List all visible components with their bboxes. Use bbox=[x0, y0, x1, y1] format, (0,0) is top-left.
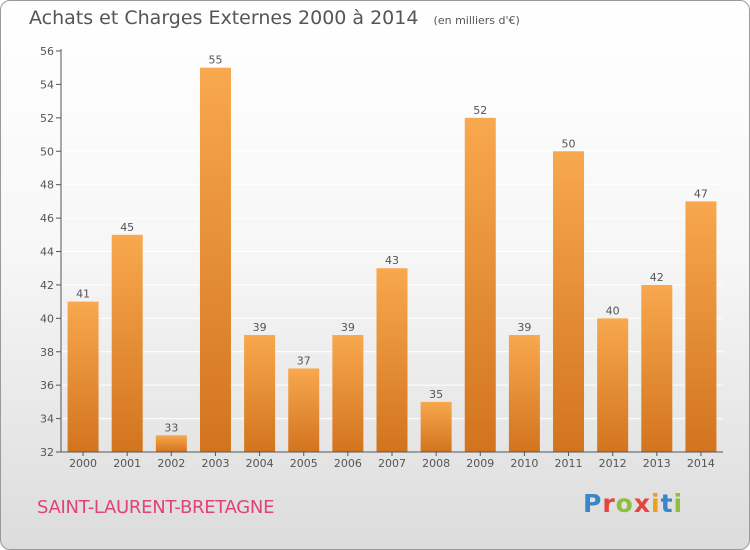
bar-2007 bbox=[376, 268, 408, 452]
x-tick-label: 2000 bbox=[69, 457, 97, 470]
logo-letter: P bbox=[583, 489, 603, 518]
bar-2014 bbox=[685, 201, 717, 452]
y-tick-label: 54 bbox=[40, 78, 54, 91]
bar-2000 bbox=[67, 301, 99, 452]
bar-2001 bbox=[111, 234, 143, 452]
logo-letter: t bbox=[660, 489, 674, 518]
value-labels: 41 45 33 55 39 37 39 43 35 52 39 50 40 42 47 bbox=[76, 54, 708, 435]
value-label-2012: 40 bbox=[606, 304, 620, 317]
y-tick-label: 42 bbox=[40, 279, 54, 292]
value-label-2003: 55 bbox=[208, 54, 222, 67]
bar-2010 bbox=[508, 335, 540, 452]
place-name: SAINT-LAURENT-BRETAGNE bbox=[37, 497, 275, 518]
value-label-2004: 39 bbox=[253, 321, 267, 334]
y-tick-label: 56 bbox=[40, 45, 54, 58]
x-tick-label: 2012 bbox=[599, 457, 627, 470]
y-tick-label: 34 bbox=[40, 413, 54, 426]
bar-2006 bbox=[332, 335, 364, 452]
x-tick-label: 2002 bbox=[157, 457, 185, 470]
bar-2003 bbox=[199, 67, 231, 452]
y-tick-label: 40 bbox=[40, 312, 54, 325]
logo-letter: x bbox=[633, 489, 651, 518]
chart-title: Achats et Charges Externes 2000 à 2014 bbox=[29, 7, 419, 29]
y-tick-label: 46 bbox=[40, 212, 54, 225]
x-tick-label: 2010 bbox=[510, 457, 538, 470]
x-tick-label: 2005 bbox=[290, 457, 318, 470]
y-tick-label: 36 bbox=[40, 379, 54, 392]
logo-letter: o bbox=[615, 489, 634, 518]
logo-letter: i bbox=[673, 489, 684, 518]
x-tick-label: 2006 bbox=[334, 457, 362, 470]
bar-2005 bbox=[288, 368, 320, 452]
x-tick-label: 2013 bbox=[643, 457, 671, 470]
value-label-2010: 39 bbox=[517, 321, 531, 334]
axes: 32 34 36 38 40 42 44 46 48 50 52 54 56 2000 2001 2002 20… bbox=[40, 45, 723, 470]
value-label-2006: 39 bbox=[341, 321, 355, 334]
value-label-2011: 50 bbox=[562, 137, 576, 150]
x-tick-label: 2011 bbox=[555, 457, 583, 470]
bars bbox=[67, 67, 717, 452]
title-row: Achats et Charges Externes 2000 à 2014 (… bbox=[29, 7, 520, 29]
x-tick-label: 2014 bbox=[687, 457, 715, 470]
bar-2011 bbox=[553, 151, 585, 452]
proxiti-logo: Proxiti bbox=[583, 489, 683, 518]
y-tick-label: 44 bbox=[40, 246, 54, 259]
value-label-2001: 45 bbox=[120, 221, 134, 234]
bar-2002 bbox=[155, 435, 187, 452]
value-label-2013: 42 bbox=[650, 271, 664, 284]
value-label-2008: 35 bbox=[429, 388, 443, 401]
x-tick-label: 2007 bbox=[378, 457, 406, 470]
value-label-2002: 33 bbox=[164, 421, 178, 434]
value-label-2014: 47 bbox=[694, 187, 708, 200]
x-tick-label: 2004 bbox=[246, 457, 274, 470]
value-label-2009: 52 bbox=[473, 104, 487, 117]
value-label-2005: 37 bbox=[297, 354, 311, 367]
chart-subtitle: (en milliers d'€) bbox=[433, 14, 520, 27]
y-tick-label: 32 bbox=[40, 446, 54, 459]
y-tick-label: 38 bbox=[40, 346, 54, 359]
x-tick-label: 2003 bbox=[201, 457, 229, 470]
logo-letter: i bbox=[651, 489, 661, 518]
y-tick-label: 48 bbox=[40, 179, 54, 192]
bar-2008 bbox=[420, 401, 452, 452]
value-label-2007: 43 bbox=[385, 254, 399, 267]
value-label-2000: 41 bbox=[76, 288, 90, 301]
bar-2012 bbox=[597, 318, 629, 452]
bar-2013 bbox=[641, 284, 673, 452]
y-tick-label: 50 bbox=[40, 145, 54, 158]
bar-2009 bbox=[464, 117, 496, 452]
x-tick-label: 2009 bbox=[466, 457, 494, 470]
x-tick-label: 2008 bbox=[422, 457, 450, 470]
y-tick-label: 52 bbox=[40, 112, 54, 125]
x-tick-label: 2001 bbox=[113, 457, 141, 470]
bar-2004 bbox=[244, 335, 276, 452]
logo-letter: r bbox=[602, 489, 616, 518]
